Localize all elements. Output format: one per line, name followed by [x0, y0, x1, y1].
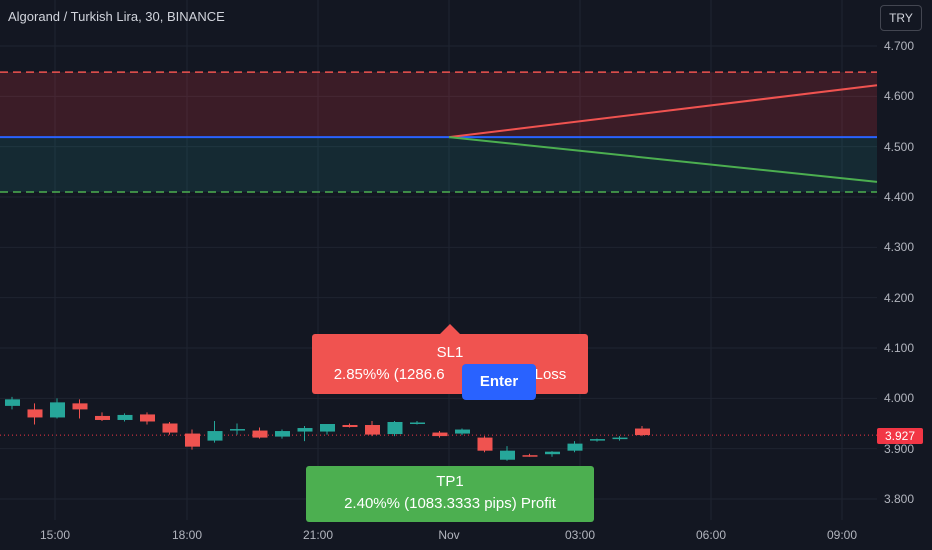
take-profit-text: 2.40%% (1083.3333 pips) Profit	[344, 495, 556, 512]
x-tick-label: 03:00	[564, 528, 596, 542]
stop-zone	[0, 72, 877, 138]
x-tick-label: Nov	[438, 528, 460, 542]
candle-body	[72, 403, 88, 410]
candle-body	[455, 429, 470, 434]
y-tick-label: 4.300	[884, 240, 915, 255]
candle-body	[27, 409, 43, 418]
candle-body	[590, 439, 605, 441]
candle-body	[612, 437, 628, 440]
last-price-tag: 3.927	[877, 428, 923, 444]
stop-loss-label[interactable]: SL1 2.85%% (1286.6 Loss	[312, 324, 588, 394]
candle-body	[5, 399, 20, 406]
stop-loss-suffix: Loss	[534, 366, 567, 383]
y-tick-label: 4.400	[884, 190, 915, 204]
y-tick-label: 4.000	[884, 391, 915, 406]
candle-body	[230, 429, 245, 431]
y-tick-label: 4.200	[884, 290, 915, 305]
candle-body	[545, 451, 560, 455]
candle-body	[95, 415, 110, 420]
y-tick-label: 3.900	[884, 441, 915, 456]
candle-body	[252, 430, 268, 438]
candle-body	[342, 425, 358, 428]
y-tick-label: 4.700	[884, 39, 915, 53]
take-profit-label[interactable]: TP1 2.40%% (1083.3333 pips) Profit	[306, 466, 594, 522]
candle-body	[297, 428, 313, 432]
candle-body	[50, 402, 65, 418]
candle-body	[162, 423, 178, 433]
candle-body	[635, 428, 650, 436]
x-tick-label: 06:00	[695, 528, 727, 542]
y-tick-label: 4.500	[884, 139, 915, 154]
candle-body	[432, 432, 448, 437]
candle-body	[477, 437, 493, 451]
chart-title: Algorand / Turkish Lira, 30, BINANCE	[8, 9, 225, 24]
y-tick-label: 3.800	[884, 492, 915, 506]
currency-button[interactable]: TRY	[880, 5, 922, 31]
candle-body	[320, 424, 335, 432]
x-tick-label: 09:00	[826, 528, 858, 542]
candle-body	[365, 425, 380, 435]
candle-body	[410, 422, 425, 424]
x-tick-label: 21:00	[302, 528, 334, 542]
candle-body	[387, 421, 403, 435]
y-tick-label: 4.600	[884, 89, 915, 104]
take-profit-title: TP1	[436, 473, 464, 490]
candle-body	[207, 431, 223, 441]
target-zone	[0, 137, 877, 192]
candle-body	[117, 414, 133, 420]
stop-projection	[448, 84, 878, 139]
stop-loss-title: SL1	[436, 344, 464, 361]
candle-body	[522, 455, 538, 457]
y-tick-label: 4.100	[884, 341, 915, 355]
candle-body	[500, 450, 515, 460]
target-projection	[448, 136, 878, 183]
candle-body	[140, 414, 155, 422]
candle-body	[567, 443, 583, 451]
stop-loss-text: 2.85%% (1286.6	[333, 366, 445, 383]
enter-button[interactable]: Enter	[462, 364, 536, 400]
x-tick-label: 15:00	[39, 528, 71, 542]
candle-body	[275, 431, 290, 437]
x-tick-label: 18:00	[171, 528, 203, 542]
candle-body	[185, 433, 200, 447]
